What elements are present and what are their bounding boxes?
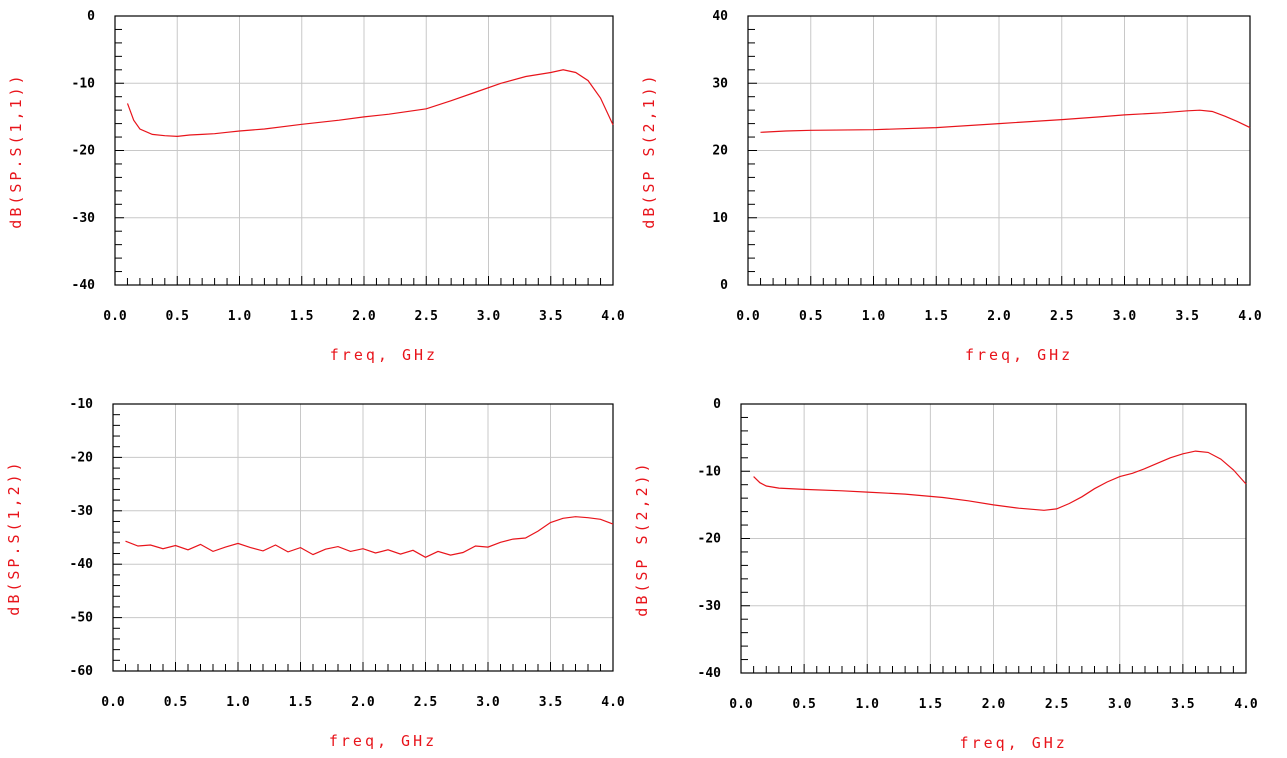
y-tick-label: -10	[72, 76, 96, 91]
x-tick-label: 0.5	[799, 309, 822, 324]
x-tick-label: 1.5	[290, 309, 313, 324]
y-tick-label: 20	[712, 144, 728, 159]
y-axis-label: dB(SP S(2,2))	[633, 460, 651, 616]
y-axis-label: dB(SP S(2,1))	[640, 72, 658, 228]
x-tick-label: 3.0	[1113, 309, 1137, 324]
x-tick-label: 2.5	[1050, 309, 1073, 324]
x-tick-label: 1.5	[289, 695, 312, 710]
x-tick-label: 1.0	[226, 695, 250, 710]
x-tick-label: 2.5	[1045, 697, 1068, 712]
x-tick-label: 1.0	[228, 309, 252, 324]
x-axis-label: freq, GHz	[329, 732, 437, 750]
x-tick-label: 2.0	[351, 695, 375, 710]
x-tick-label: 2.0	[987, 309, 1011, 324]
x-tick-label: 4.0	[601, 309, 625, 324]
y-axis-label: dB(SP.S(1,2))	[5, 459, 23, 615]
x-tick-label: 1.5	[925, 309, 948, 324]
x-tick-label: 0.5	[164, 695, 187, 710]
y-tick-label: 0	[713, 397, 721, 412]
x-tick-label: 0.0	[103, 309, 127, 324]
chart-4: 0.0 0.5 1.0 1.5 2.0 2.5 3.0 3.5 4.0 0 -10 -20 -30 -40…	[633, 397, 1258, 752]
chart-3: 0.0 0.5 1.0 1.5 2.0 2.5 3.0 3.5 4.0 -10 -20 -30 -40 -…	[5, 397, 625, 750]
y-tick-label: -40	[72, 278, 96, 293]
y-tick-label: 10	[712, 211, 728, 226]
x-tick-label: 4.0	[601, 695, 625, 710]
x-tick-label: 0.5	[792, 697, 815, 712]
y-tick-label: -20	[698, 532, 722, 547]
x-tick-label: 2.5	[415, 309, 438, 324]
x-tick-label: 2.5	[414, 695, 437, 710]
x-tick-label: 4.0	[1238, 309, 1262, 324]
y-tick-label: -20	[72, 144, 96, 159]
x-axis-label: freq, GHz	[960, 734, 1068, 752]
x-tick-label: 0.5	[166, 309, 189, 324]
series-line	[760, 109, 1251, 133]
y-tick-label: 30	[712, 76, 728, 91]
series-line	[125, 516, 614, 558]
x-tick-label: 3.0	[1108, 697, 1132, 712]
x-axis-label: freq, GHz	[330, 346, 438, 364]
x-tick-label: 2.0	[982, 697, 1006, 712]
y-tick-label: -20	[70, 450, 94, 465]
y-tick-label: -50	[70, 611, 94, 626]
y-tick-label: -30	[698, 599, 722, 614]
y-tick-label: -40	[698, 666, 722, 681]
x-tick-label: 3.0	[476, 695, 500, 710]
x-tick-label: 1.0	[862, 309, 886, 324]
x-tick-label: 1.0	[856, 697, 880, 712]
y-tick-label: -10	[70, 397, 94, 412]
y-tick-label: 0	[87, 9, 95, 24]
chart-2: 0.0 0.5 1.0 1.5 2.0 2.5 3.0 3.5 4.0 40 30 20 10 0 freq…	[640, 9, 1262, 364]
x-tick-label: 0.0	[101, 695, 125, 710]
y-tick-label: -60	[70, 664, 94, 679]
chart-1: 0.0 0.5 1.0 1.5 2.0 2.5 3.0 3.5 4.0 0 -10 -20 -30 -40…	[7, 9, 625, 364]
x-tick-label: 0.0	[729, 697, 753, 712]
x-tick-label: 4.0	[1234, 697, 1258, 712]
y-tick-label: 0	[720, 278, 728, 293]
x-tick-label: 2.0	[352, 309, 376, 324]
y-tick-label: -30	[72, 211, 96, 226]
x-tick-label: 3.5	[539, 309, 562, 324]
x-tick-label: 0.0	[736, 309, 760, 324]
series-line	[126, 69, 614, 138]
x-tick-label: 3.0	[477, 309, 501, 324]
y-tick-label: 40	[712, 9, 728, 24]
x-tick-label: 3.5	[1176, 309, 1199, 324]
y-tick-label: -40	[70, 557, 94, 572]
series-line	[753, 450, 1247, 511]
y-tick-label: -10	[698, 464, 722, 479]
x-axis-label: freq, GHz	[965, 346, 1073, 364]
x-tick-label: 3.5	[1171, 697, 1194, 712]
x-tick-label: 3.5	[539, 695, 562, 710]
x-tick-label: 1.5	[919, 697, 942, 712]
y-tick-label: -30	[70, 504, 94, 519]
y-axis-label: dB(SP.S(1,1))	[7, 72, 25, 228]
